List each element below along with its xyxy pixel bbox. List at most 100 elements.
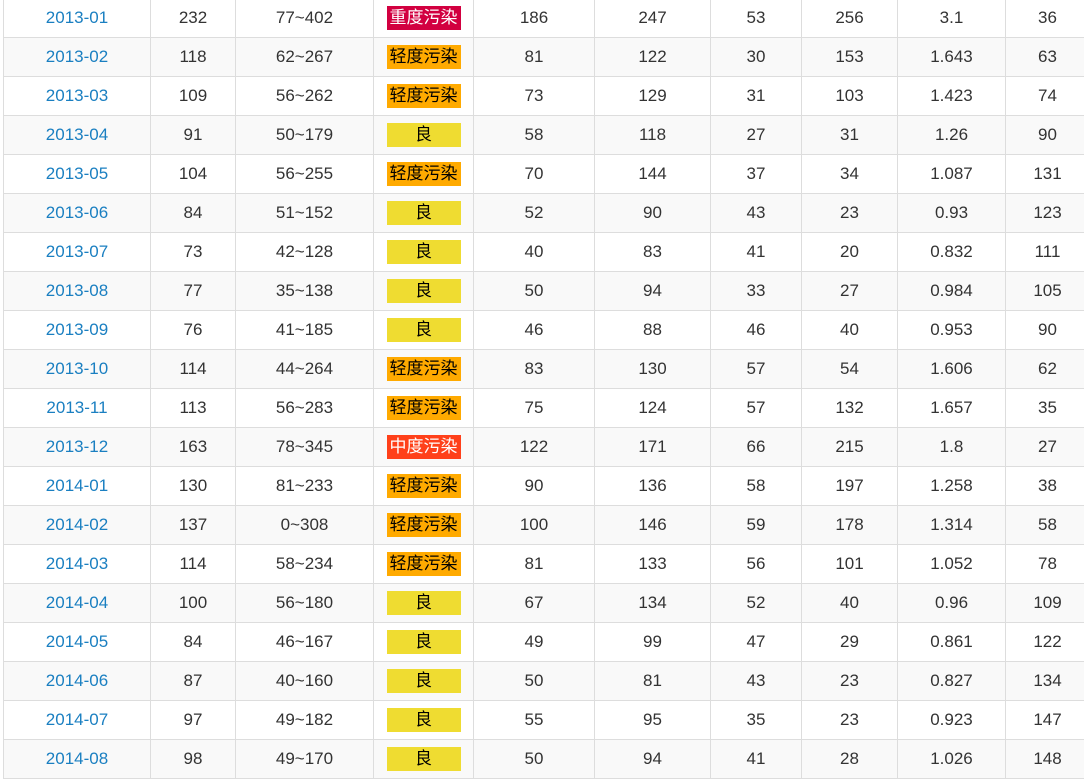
so2-cell: 33 <box>711 272 802 311</box>
pm10-cell: 129 <box>595 77 711 116</box>
month-link[interactable]: 2014-03 <box>46 554 108 573</box>
pm10-cell: 94 <box>595 740 711 779</box>
quality-level-cell: 良 <box>374 584 474 623</box>
month-link[interactable]: 2014-01 <box>46 476 108 495</box>
co-cell: 178 <box>802 506 898 545</box>
co-cell: 40 <box>802 311 898 350</box>
aqi-range-cell: 0~308 <box>236 506 374 545</box>
no2-cell: 1.606 <box>898 350 1006 389</box>
pm10-cell: 124 <box>595 389 711 428</box>
month-link[interactable]: 2013-12 <box>46 437 108 456</box>
co-cell: 29 <box>802 623 898 662</box>
no2-cell: 1.026 <box>898 740 1006 779</box>
pm10-cell: 90 <box>595 194 711 233</box>
month-link[interactable]: 2013-04 <box>46 125 108 144</box>
month-link[interactable]: 2013-07 <box>46 242 108 261</box>
pm25-cell: 75 <box>474 389 595 428</box>
aqi-cell: 118 <box>151 38 236 77</box>
aqi-cell: 137 <box>151 506 236 545</box>
pm25-cell: 100 <box>474 506 595 545</box>
month-link[interactable]: 2014-04 <box>46 593 108 612</box>
aqi-range-cell: 35~138 <box>236 272 374 311</box>
aqi-cell: 109 <box>151 77 236 116</box>
month-cell: 2014-01 <box>4 467 151 506</box>
month-cell: 2014-03 <box>4 545 151 584</box>
aqi-cell: 84 <box>151 194 236 233</box>
month-link[interactable]: 2013-05 <box>46 164 108 183</box>
month-link[interactable]: 2014-05 <box>46 632 108 651</box>
pm25-cell: 186 <box>474 0 595 38</box>
quality-level-cell: 良 <box>374 662 474 701</box>
so2-cell: 31 <box>711 77 802 116</box>
so2-cell: 41 <box>711 233 802 272</box>
month-link[interactable]: 2013-09 <box>46 320 108 339</box>
quality-level-badge: 良 <box>387 591 461 615</box>
so2-cell: 52 <box>711 584 802 623</box>
pm10-cell: 247 <box>595 0 711 38</box>
quality-level-cell: 轻度污染 <box>374 467 474 506</box>
aqi-cell: 87 <box>151 662 236 701</box>
month-link[interactable]: 2014-08 <box>46 749 108 768</box>
aqi-range-cell: 56~283 <box>236 389 374 428</box>
no2-cell: 1.087 <box>898 155 1006 194</box>
pm10-cell: 136 <box>595 467 711 506</box>
quality-level-cell: 重度污染 <box>374 0 474 38</box>
quality-level-cell: 轻度污染 <box>374 38 474 77</box>
pm10-cell: 94 <box>595 272 711 311</box>
month-link[interactable]: 2013-02 <box>46 47 108 66</box>
pm10-cell: 99 <box>595 623 711 662</box>
aqi-cell: 113 <box>151 389 236 428</box>
pm25-cell: 70 <box>474 155 595 194</box>
month-link[interactable]: 2014-02 <box>46 515 108 534</box>
o3-cell: 147 <box>1006 701 1084 740</box>
quality-level-badge: 轻度污染 <box>387 45 461 69</box>
so2-cell: 43 <box>711 194 802 233</box>
o3-cell: 131 <box>1006 155 1084 194</box>
month-link[interactable]: 2014-07 <box>46 710 108 729</box>
no2-cell: 0.953 <box>898 311 1006 350</box>
aqi-range-cell: 77~402 <box>236 0 374 38</box>
month-cell: 2013-11 <box>4 389 151 428</box>
quality-level-badge: 轻度污染 <box>387 474 461 498</box>
quality-level-badge: 良 <box>387 279 461 303</box>
quality-level-badge: 良 <box>387 123 461 147</box>
aqi-cell: 98 <box>151 740 236 779</box>
pm25-cell: 83 <box>474 350 595 389</box>
no2-cell: 0.861 <box>898 623 1006 662</box>
quality-level-cell: 轻度污染 <box>374 77 474 116</box>
pm10-cell: 122 <box>595 38 711 77</box>
pm25-cell: 50 <box>474 740 595 779</box>
month-cell: 2014-05 <box>4 623 151 662</box>
quality-level-cell: 良 <box>374 701 474 740</box>
month-link[interactable]: 2014-06 <box>46 671 108 690</box>
aqi-range-cell: 46~167 <box>236 623 374 662</box>
quality-level-cell: 良 <box>374 311 474 350</box>
no2-cell: 1.26 <box>898 116 1006 155</box>
month-cell: 2013-05 <box>4 155 151 194</box>
month-link[interactable]: 2013-03 <box>46 86 108 105</box>
no2-cell: 0.984 <box>898 272 1006 311</box>
no2-cell: 1.643 <box>898 38 1006 77</box>
o3-cell: 38 <box>1006 467 1084 506</box>
month-link[interactable]: 2013-06 <box>46 203 108 222</box>
o3-cell: 62 <box>1006 350 1084 389</box>
month-link[interactable]: 2013-11 <box>46 398 107 417</box>
quality-level-badge: 轻度污染 <box>387 357 461 381</box>
aqi-cell: 114 <box>151 545 236 584</box>
quality-level-badge: 轻度污染 <box>387 162 461 186</box>
pm10-cell: 133 <box>595 545 711 584</box>
pm25-cell: 46 <box>474 311 595 350</box>
month-link[interactable]: 2013-01 <box>46 8 108 27</box>
no2-cell: 1.657 <box>898 389 1006 428</box>
so2-cell: 35 <box>711 701 802 740</box>
month-link[interactable]: 2013-10 <box>46 359 108 378</box>
month-link[interactable]: 2013-08 <box>46 281 108 300</box>
